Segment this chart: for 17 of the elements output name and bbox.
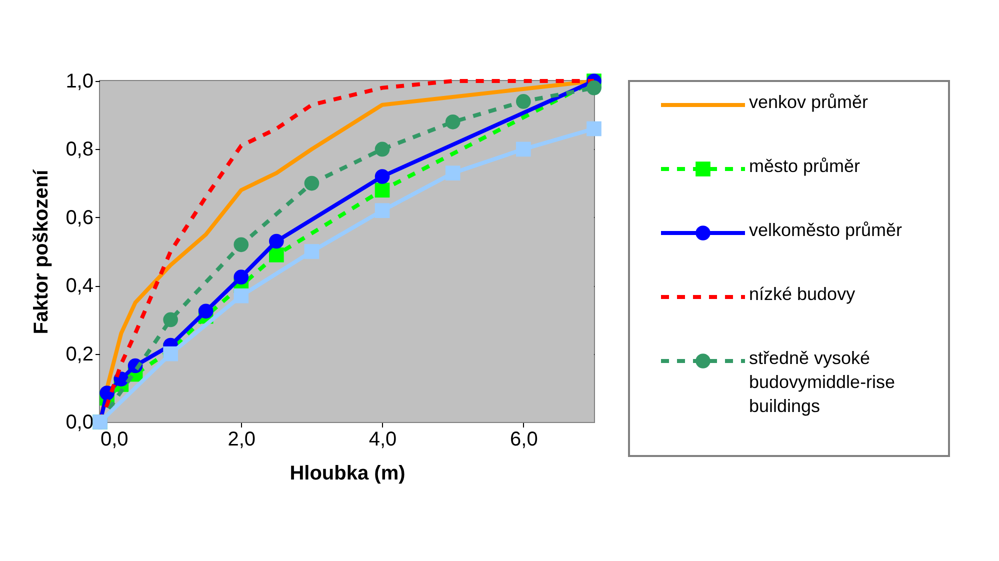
x-tick-label: 6,0 [510, 428, 538, 450]
legend-label: nízké budovy [749, 284, 856, 304]
y-axis-title: Faktor poškození [30, 168, 53, 334]
x-tick-label: 2,0 [228, 428, 256, 450]
y-tick-label: 1,0 [66, 70, 94, 92]
y-tick-label: 0,6 [66, 206, 94, 229]
y-tick-label: 0,4 [66, 275, 94, 298]
legend-label: venkov průměr [749, 92, 868, 112]
legend-label: středně vysoké budovymiddle-rise buildings [749, 348, 896, 416]
y-tick-label: 0,8 [66, 138, 94, 161]
x-axis-title: Hloubka (m) [290, 462, 406, 484]
y-tick-label: 0,0 [66, 412, 94, 434]
y-tick-label: 0,2 [66, 343, 94, 366]
legend-label: město průměr [749, 156, 860, 176]
x-tick-label: 4,0 [368, 428, 397, 450]
legend-label: velkoměsto průměr [749, 220, 902, 240]
x-tick-label: 0,0 [100, 428, 128, 450]
